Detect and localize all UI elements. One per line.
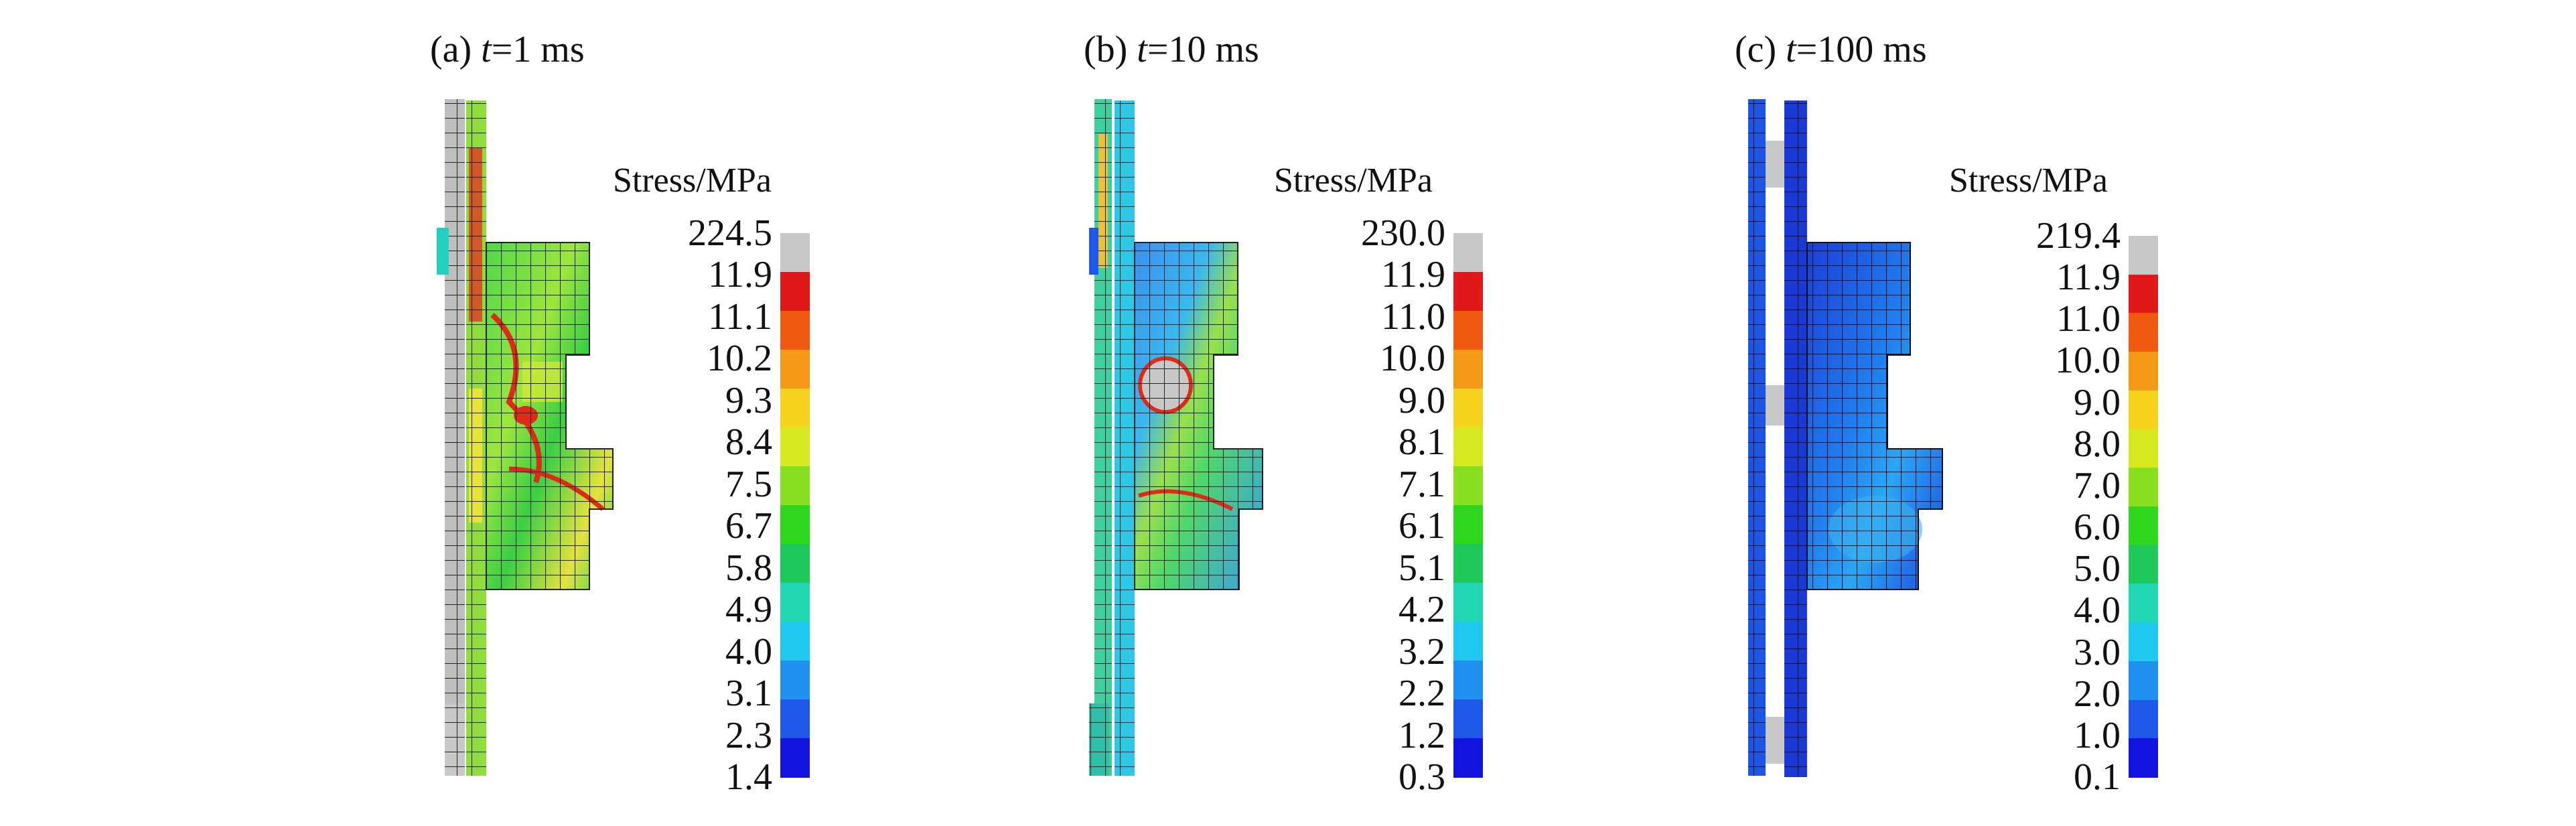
colorbar-tick-label: 11.9	[1381, 254, 1445, 296]
colorbar-segment	[1453, 505, 1483, 545]
colorbar-segment	[1453, 233, 1483, 273]
colorbar-tick-label: 11.9	[2056, 257, 2121, 299]
panel-a-legend-title: Stress/MPa	[613, 161, 772, 200]
colorbar-tick-label: 4.9	[725, 589, 772, 631]
colorbar-tick-label: 5.1	[1399, 547, 1445, 589]
colorbar-segment	[2129, 313, 2158, 353]
colorbar-tick-label: 3.1	[725, 673, 772, 715]
colorbar-segment	[780, 466, 810, 506]
colorbar-tick-label: 7.5	[725, 463, 772, 505]
colorbar-tick-label: 5.0	[2074, 548, 2121, 590]
colorbar-segment	[780, 699, 810, 739]
panel-b-caption: (b) t=10 ms	[1084, 29, 1259, 70]
colorbar-segment	[2129, 622, 2158, 662]
colorbar-tick-label: 9.0	[1399, 379, 1445, 421]
colorbar-tick-label: 230.0	[1361, 212, 1445, 254]
colorbar-segment	[780, 389, 810, 428]
colorbar-segment	[1453, 622, 1483, 661]
colorbar-tick-label: 1.2	[1399, 714, 1445, 756]
colorbar-tick-label: 3.0	[2074, 631, 2121, 673]
panel-c-colorbar	[2129, 236, 2158, 778]
colorbar-segment	[2129, 545, 2158, 585]
colorbar-segment	[1453, 583, 1483, 622]
colorbar-tick-label: 1.4	[725, 756, 772, 798]
colorbar-tick-label: 11.1	[708, 295, 772, 338]
colorbar-tick-label: 0.3	[1399, 756, 1445, 798]
colorbar-segment	[1453, 699, 1483, 739]
colorbar-tick-label: 9.3	[725, 379, 772, 421]
colorbar-tick-label: 3.2	[1399, 630, 1445, 673]
colorbar-tick-label: 10.0	[1380, 338, 1445, 380]
colorbar-tick-label: 4.2	[1399, 589, 1445, 631]
colorbar-tick-label: 6.1	[1399, 505, 1445, 547]
colorbar-tick-label: 11.0	[2056, 298, 2121, 340]
colorbar-segment	[2129, 506, 2158, 546]
panel-a-colorbar	[780, 233, 810, 778]
panel-b-stress-model	[1089, 99, 1263, 776]
colorbar-segment	[780, 272, 810, 312]
colorbar-segment	[780, 583, 810, 622]
colorbar-tick-label: 6.0	[2074, 506, 2121, 549]
panel-b-legend-title: Stress/MPa	[1274, 161, 1433, 200]
colorbar-tick-label: 224.5	[688, 212, 772, 254]
colorbar-tick-label: 8.0	[2074, 423, 2121, 465]
colorbar-tick-label: 7.1	[1399, 463, 1445, 505]
colorbar-segment	[1453, 738, 1483, 778]
colorbar-segment	[2129, 390, 2158, 430]
colorbar-segment	[1453, 389, 1483, 428]
colorbar-segment	[2129, 429, 2158, 469]
colorbar-segment	[780, 311, 810, 350]
panel-c-stress-model	[1748, 99, 1943, 777]
panel-a-caption: (a) t=1 ms	[430, 29, 585, 70]
panel-c-caption: (c) t=100 ms	[1735, 29, 1927, 70]
colorbar-tick-label: 11.0	[1381, 295, 1445, 338]
colorbar-segment	[2129, 468, 2158, 507]
colorbar-segment	[1453, 427, 1483, 467]
colorbar-segment	[780, 544, 810, 583]
colorbar-tick-label: 2.0	[2074, 673, 2121, 715]
colorbar-tick-label: 8.1	[1399, 421, 1445, 464]
colorbar-tick-label: 2.2	[1399, 673, 1445, 715]
colorbar-segment	[780, 427, 810, 467]
colorbar-segment	[780, 233, 810, 273]
colorbar-segment	[1453, 272, 1483, 312]
colorbar-segment	[1453, 661, 1483, 700]
colorbar-segment	[2129, 583, 2158, 624]
colorbar-segment	[2129, 352, 2158, 391]
colorbar-tick-label: 219.4	[2036, 215, 2121, 257]
colorbar-tick-label: 11.9	[708, 254, 772, 296]
colorbar-segment	[2129, 738, 2158, 778]
colorbar-segment	[2129, 274, 2158, 314]
colorbar-tick-label: 4.0	[725, 630, 772, 673]
colorbar-segment	[780, 661, 810, 700]
colorbar-segment	[780, 622, 810, 661]
colorbar-tick-label: 10.0	[2055, 340, 2121, 382]
colorbar-segment	[780, 350, 810, 389]
colorbar-tick-label: 1.0	[2074, 714, 2121, 756]
colorbar-tick-label: 10.2	[707, 338, 772, 380]
colorbar-tick-label: 2.3	[725, 714, 772, 756]
colorbar-segment	[1453, 311, 1483, 350]
colorbar-tick-label: 9.0	[2074, 381, 2121, 423]
colorbar-segment	[1453, 466, 1483, 506]
colorbar-tick-label: 5.8	[725, 547, 772, 589]
colorbar-segment	[1453, 350, 1483, 389]
colorbar-tick-label: 7.0	[2074, 464, 2121, 506]
colorbar-tick-label: 6.7	[725, 505, 772, 547]
colorbar-tick-label: 4.0	[2074, 590, 2121, 632]
panel-a-stress-model	[437, 99, 614, 776]
colorbar-segment	[780, 505, 810, 545]
colorbar-segment	[2129, 661, 2158, 701]
panel-b-colorbar	[1453, 233, 1483, 778]
colorbar-tick-label: 0.1	[2074, 756, 2121, 798]
panel-c-legend-title: Stress/MPa	[1949, 161, 2108, 200]
colorbar-tick-label: 8.4	[725, 421, 772, 464]
colorbar-segment	[2129, 236, 2158, 275]
colorbar-segment	[1453, 544, 1483, 583]
colorbar-segment	[780, 738, 810, 778]
colorbar-segment	[2129, 699, 2158, 740]
